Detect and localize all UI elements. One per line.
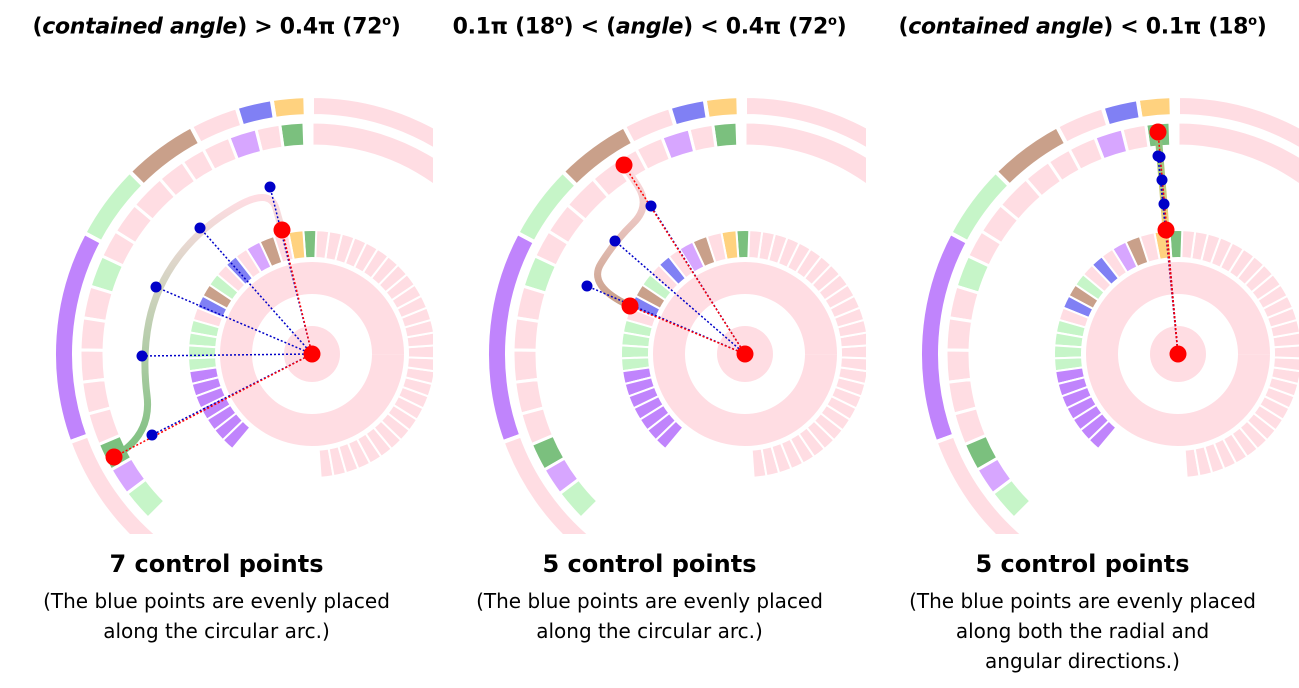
guide-line bbox=[141, 353, 313, 357]
outer-segment bbox=[944, 348, 974, 384]
guide-line bbox=[155, 286, 313, 355]
red-control-point bbox=[736, 345, 754, 363]
red-control-point bbox=[303, 345, 321, 363]
caption: (The blue points are evenly placed along… bbox=[433, 586, 866, 646]
outer-band bbox=[499, 432, 593, 534]
blue-control-point bbox=[581, 280, 593, 292]
red-control-point bbox=[1149, 123, 1167, 141]
outer-segment bbox=[78, 315, 109, 352]
control-point-count: 7 control points bbox=[109, 550, 324, 578]
inner-band bbox=[653, 261, 837, 446]
outer-segment bbox=[947, 284, 981, 324]
inner-band bbox=[220, 261, 404, 446]
inner-segment bbox=[747, 229, 764, 261]
inner-segment bbox=[187, 344, 218, 360]
outer-segment bbox=[990, 477, 1034, 521]
red-control-point bbox=[1169, 345, 1187, 363]
outer-segment bbox=[514, 284, 548, 324]
panel-title: (contained angle) > 0.4π (72o) bbox=[32, 14, 401, 40]
blue-control-point bbox=[150, 281, 162, 293]
blue-control-point bbox=[1156, 174, 1168, 186]
blue-control-point bbox=[1152, 150, 1164, 162]
guide-line bbox=[281, 229, 313, 355]
outer-segment bbox=[310, 120, 433, 187]
outer-segment bbox=[944, 315, 975, 352]
inner-segment bbox=[221, 419, 252, 451]
caption-line: along the circular arc.) bbox=[536, 619, 763, 643]
outer-band bbox=[1176, 93, 1299, 152]
caption-line: along the circular arc.) bbox=[103, 619, 330, 643]
blue-control-point bbox=[645, 200, 657, 212]
outer-band bbox=[667, 96, 711, 129]
outer-segment bbox=[557, 477, 601, 521]
blue-control-point bbox=[136, 350, 148, 362]
red-control-point bbox=[105, 448, 123, 466]
blue-control-point bbox=[264, 181, 276, 193]
outer-segment bbox=[743, 120, 866, 187]
outer-band bbox=[269, 94, 308, 122]
outer-band bbox=[1100, 96, 1144, 129]
guide-line bbox=[1157, 131, 1179, 355]
outer-segment bbox=[511, 315, 542, 352]
caption-line: along both the radial and bbox=[955, 619, 1210, 643]
outer-band bbox=[702, 94, 741, 122]
edge-bundling-diagram bbox=[485, 93, 866, 534]
caption-line: (The blue points are evenly placed bbox=[909, 589, 1256, 613]
inner-segment bbox=[1180, 229, 1197, 261]
blue-control-point bbox=[194, 222, 206, 234]
panel-2: 0.1π (18o) < (angle) < 0.4π (72o) 5 cont… bbox=[433, 0, 866, 688]
outer-segment bbox=[124, 477, 168, 521]
inner-segment bbox=[1087, 419, 1118, 451]
caption: (The blue points are evenly placed along… bbox=[866, 586, 1299, 676]
blue-control-point bbox=[1158, 198, 1170, 210]
inner-segment bbox=[654, 419, 685, 451]
panel-title: (contained angle) < 0.1π (18o) bbox=[898, 14, 1267, 40]
inner-band bbox=[1086, 261, 1270, 446]
panel-3: (contained angle) < 0.1π (18o) 5 control… bbox=[866, 0, 1299, 688]
outer-segment bbox=[78, 348, 108, 384]
guide-line bbox=[623, 164, 746, 355]
edge-bundling-diagram bbox=[918, 93, 1299, 534]
outer-band bbox=[743, 93, 866, 152]
red-control-point bbox=[615, 156, 633, 174]
guide-line bbox=[629, 305, 746, 355]
blue-control-point bbox=[146, 429, 158, 441]
red-control-point bbox=[273, 221, 291, 239]
caption-line: (The blue points are evenly placed bbox=[43, 589, 390, 613]
caption-line: (The blue points are evenly placed bbox=[476, 589, 823, 613]
red-control-point bbox=[1157, 221, 1175, 239]
guide-line bbox=[199, 227, 313, 355]
control-point-count: 5 control points bbox=[975, 550, 1190, 578]
outer-segment bbox=[1176, 120, 1299, 187]
outer-segment bbox=[511, 348, 541, 384]
outer-band bbox=[932, 432, 1026, 534]
panel-1: (contained angle) > 0.4π (72o) 7 control… bbox=[0, 0, 433, 688]
guide-line bbox=[614, 240, 746, 355]
inner-segment bbox=[314, 229, 331, 261]
outer-segment bbox=[81, 284, 115, 324]
edge-bundling-diagram bbox=[52, 93, 433, 534]
caption: (The blue points are evenly placed along… bbox=[0, 586, 433, 646]
blue-control-point bbox=[609, 235, 621, 247]
panel-title: 0.1π (18o) < (angle) < 0.4π (72o) bbox=[452, 14, 847, 40]
red-control-point bbox=[621, 297, 639, 315]
guide-line bbox=[113, 353, 313, 458]
caption-line: angular directions.) bbox=[985, 649, 1180, 673]
inner-segment bbox=[620, 344, 651, 360]
control-point-count: 5 control points bbox=[542, 550, 757, 578]
outer-band bbox=[66, 432, 160, 534]
outer-band bbox=[310, 93, 433, 152]
outer-band bbox=[234, 96, 278, 129]
outer-band bbox=[1135, 94, 1174, 122]
inner-segment bbox=[1053, 344, 1084, 360]
